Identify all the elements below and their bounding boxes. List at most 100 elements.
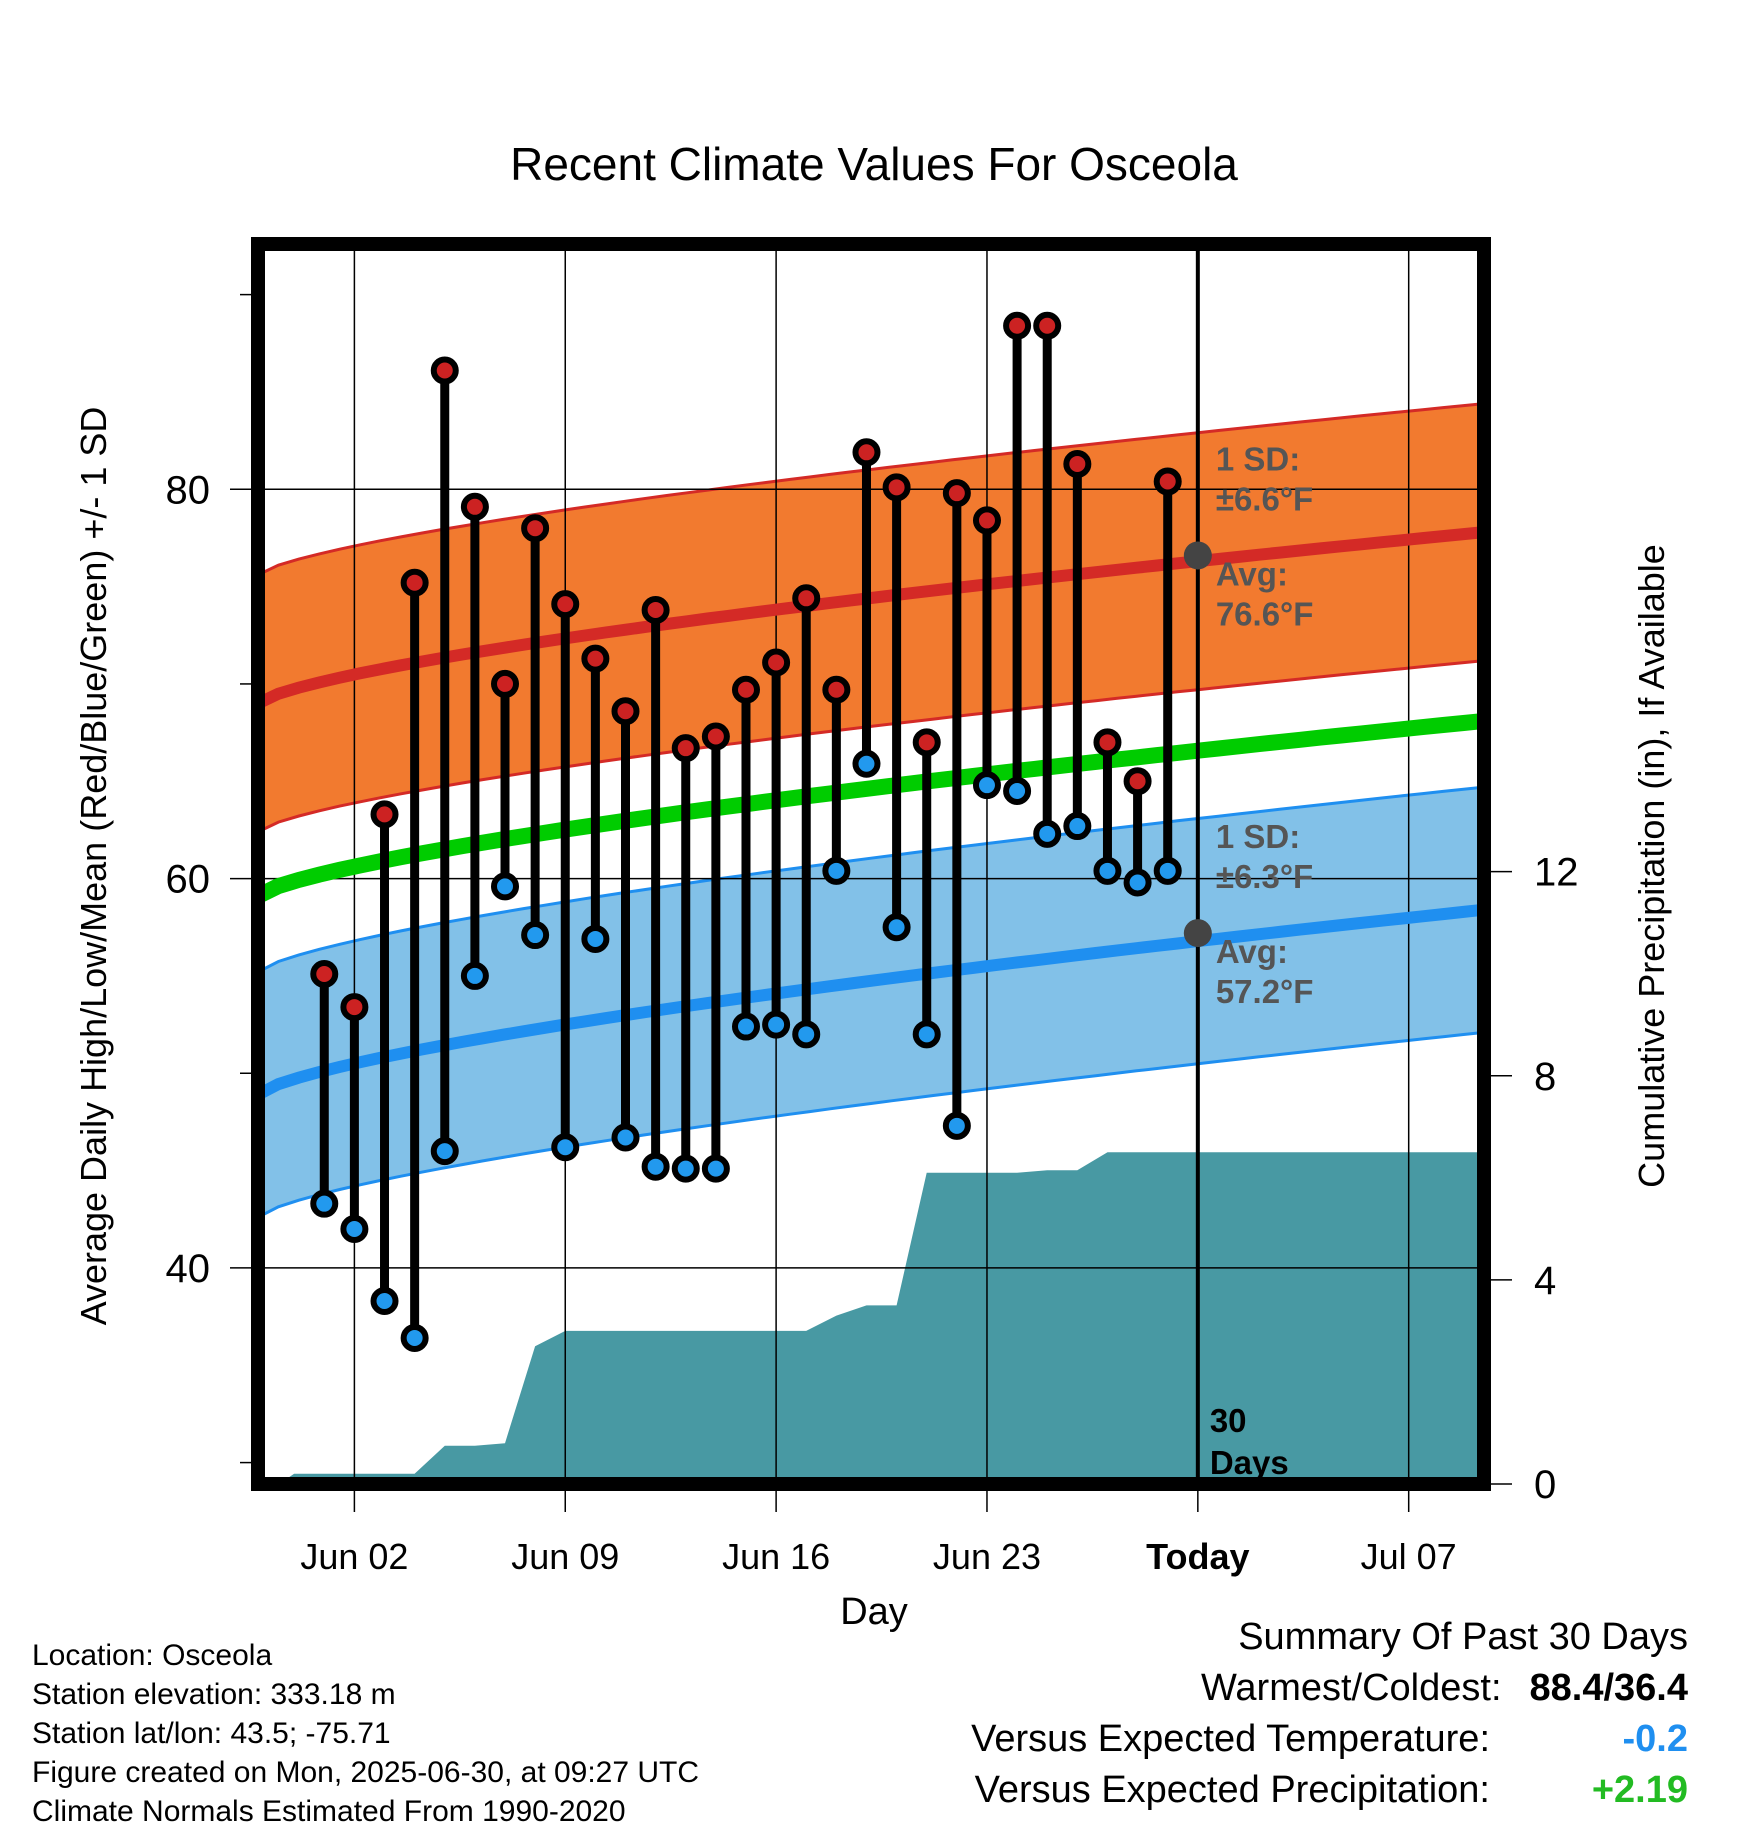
- normal-low-line: [255, 903, 1485, 1101]
- latlon-text: Station lat/lon: 43.5; -75.71: [32, 1717, 391, 1750]
- daily-low-point: [1093, 856, 1122, 885]
- daily-high-point: [822, 675, 851, 704]
- daily-low-point: [792, 1020, 821, 1049]
- daily-high-point: [430, 356, 459, 385]
- created-text: Figure created on Mon, 2025-06-30, at 09…: [32, 1756, 700, 1789]
- daily-high-point: [762, 648, 791, 677]
- temp-label: Versus Expected Temperature:: [971, 1718, 1490, 1760]
- daily-high-point: [1153, 467, 1182, 496]
- daily-low-point: [671, 1154, 700, 1183]
- days-unit-label: Days: [1210, 1444, 1289, 1481]
- daily-high-point: [731, 675, 760, 704]
- high-sd-value: ±6.6°F: [1216, 480, 1313, 517]
- station-info: Location: Osceola Station elevation: 333…: [32, 1636, 699, 1831]
- y-tick-label-left: 60: [166, 858, 211, 902]
- daily-high-point: [942, 479, 971, 508]
- low-sd-lower-edge: [257, 1030, 1485, 1219]
- x-axis-label: Day: [840, 1591, 908, 1633]
- daily-low-point: [491, 872, 520, 901]
- y-tick-label-left: 40: [166, 1247, 211, 1291]
- daily-low-point: [1003, 777, 1032, 806]
- daily-low-point: [701, 1154, 730, 1183]
- daily-high-point: [882, 473, 911, 502]
- daily-high-point: [491, 669, 520, 698]
- daily-high-point: [912, 728, 941, 757]
- daily-low-point: [611, 1123, 640, 1152]
- low-sd-upper-edge: [257, 785, 1485, 974]
- x-tick-label: Jul 07: [1361, 1536, 1457, 1577]
- x-tick-label: Jun 23: [933, 1536, 1041, 1577]
- days-count-label: 30: [1210, 1402, 1247, 1439]
- daily-high-point: [370, 800, 399, 829]
- daily-low-point: [310, 1189, 339, 1218]
- low-sd-label: 1 SD:: [1216, 818, 1300, 855]
- daily-high-point: [852, 438, 881, 467]
- daily-high-point: [340, 993, 369, 1022]
- daily-low-point: [1123, 868, 1152, 897]
- daily-low-point: [581, 924, 610, 953]
- daily-high-point: [671, 734, 700, 763]
- daily-low-point: [521, 921, 550, 950]
- daily-low-point: [942, 1111, 971, 1140]
- daily-low-point: [370, 1287, 399, 1316]
- summary-temp-row: Versus Expected Temperature: -0.2: [788, 1718, 1688, 1769]
- daily-low-point: [882, 913, 911, 942]
- daily-low-point: [551, 1133, 580, 1162]
- normal-high-line: [255, 526, 1485, 709]
- location-text: Location: Osceola: [32, 1639, 273, 1672]
- chart-title: Recent Climate Values For Osceola: [510, 138, 1238, 190]
- daily-low-point: [340, 1214, 369, 1243]
- daily-high-point: [1093, 728, 1122, 757]
- y-tick-label-left: 80: [166, 468, 211, 512]
- daily-high-point: [1063, 449, 1092, 478]
- high-sd-label: 1 SD:: [1216, 440, 1300, 477]
- daily-low-point: [731, 1012, 760, 1041]
- summary-precip-row: Versus Expected Precipitation: +2.19: [788, 1769, 1688, 1820]
- daily-high-point: [400, 568, 429, 597]
- high-avg-value: 76.6°F: [1216, 595, 1314, 632]
- y-tick-label-right: 8: [1534, 1055, 1556, 1099]
- high-sd-lower-edge: [257, 659, 1485, 834]
- daily-high-point: [1003, 311, 1032, 340]
- daily-high-point: [641, 595, 670, 624]
- daily-low-point: [430, 1137, 459, 1166]
- summary-heading: Summary Of Past 30 Days: [1238, 1616, 1688, 1658]
- x-tick-label: Jun 16: [722, 1536, 830, 1577]
- summary-panel: Summary Of Past 30 Days Warmest/Coldest:…: [788, 1616, 1688, 1820]
- daily-high-point: [551, 590, 580, 619]
- daily-low-point: [1153, 856, 1182, 885]
- daily-low-point: [460, 961, 489, 990]
- daily-low-point: [762, 1010, 791, 1039]
- elevation-text: Station elevation: 333.18 m: [32, 1678, 396, 1711]
- low-avg-label: Avg:: [1216, 933, 1288, 970]
- daily-high-point: [1123, 767, 1152, 796]
- low-avg-value: 57.2°F: [1216, 973, 1314, 1010]
- daily-high-point: [521, 514, 550, 543]
- daily-high-point: [310, 959, 339, 988]
- y-axis-label-left: Average Daily High/Low/Mean (Red/Blue/Gr…: [73, 407, 114, 1326]
- high-sd-upper-edge: [257, 402, 1485, 577]
- daily-high-point: [460, 492, 489, 521]
- daily-low-point: [912, 1020, 941, 1049]
- daily-low-point: [822, 856, 851, 885]
- y-tick-label-right: 12: [1534, 851, 1579, 895]
- daily-high-point: [1033, 311, 1062, 340]
- summary-heading-row: Summary Of Past 30 Days: [788, 1616, 1688, 1667]
- y-axis-label-right: Cumulative Precipitation (in), If Availa…: [1631, 544, 1672, 1188]
- low-sd-value: ±6.3°F: [1216, 858, 1313, 895]
- precip-label: Versus Expected Precipitation:: [974, 1769, 1490, 1811]
- daily-low-point: [400, 1324, 429, 1353]
- normal-mean-line: [254, 712, 1485, 904]
- x-tick-label: Jun 09: [511, 1536, 619, 1577]
- daily-low-point: [972, 771, 1001, 800]
- daily-high-point: [972, 506, 1001, 535]
- daily-high-point: [581, 644, 610, 673]
- daily-high-point: [701, 722, 730, 751]
- daily-low-point: [1063, 812, 1092, 841]
- today-low-avg-marker: [1183, 919, 1212, 948]
- daily-low-point: [641, 1152, 670, 1181]
- normals-text: Climate Normals Estimated From 1990-2020: [32, 1795, 626, 1828]
- warm-cold-value: 88.4/36.4: [1529, 1667, 1688, 1709]
- x-tick-label: Jun 02: [300, 1536, 408, 1577]
